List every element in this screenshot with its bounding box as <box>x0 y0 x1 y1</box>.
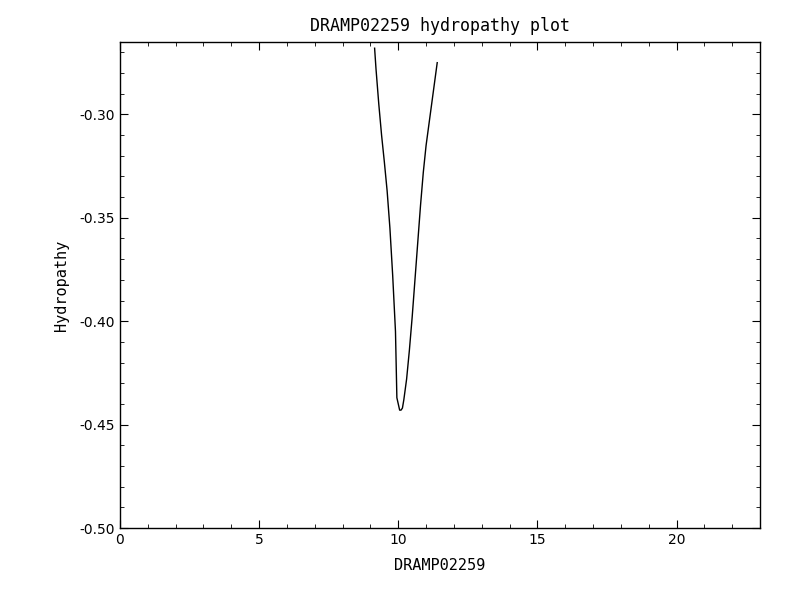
Title: DRAMP02259 hydropathy plot: DRAMP02259 hydropathy plot <box>310 17 570 35</box>
X-axis label: DRAMP02259: DRAMP02259 <box>394 558 486 573</box>
Y-axis label: Hydropathy: Hydropathy <box>54 239 69 331</box>
